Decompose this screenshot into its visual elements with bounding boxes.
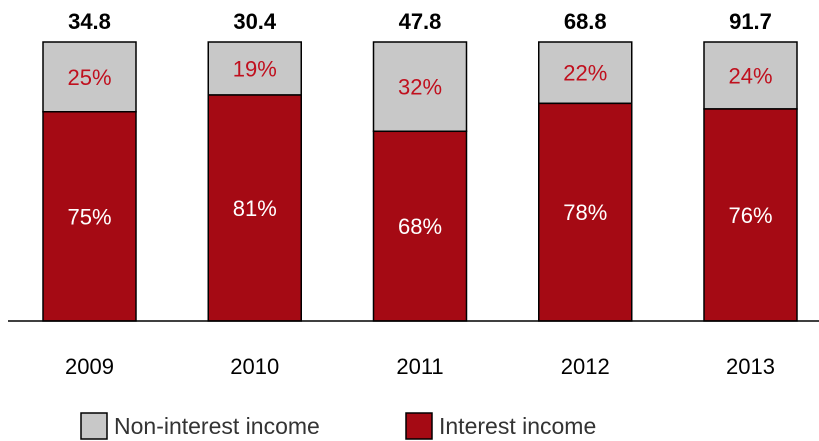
bar-segment-interest-2012: [538, 102, 633, 322]
legend-swatch: [405, 412, 433, 440]
total-value-label: 68.8: [564, 9, 607, 34]
bar-segment-non-interest-2009: [42, 41, 137, 113]
interest-pct-label: 78%: [563, 200, 607, 225]
bar-segment-interest-2009: [42, 111, 137, 322]
bars-group: 25% 75% 19% 81% 32% 68% 22% 78% 24% 76%: [42, 41, 798, 322]
bar-segment-interest-2011: [372, 130, 468, 322]
total-value-label: 30.4: [233, 9, 277, 34]
x-tick-label: 2009: [65, 354, 114, 379]
x-tick-label: 2010: [230, 354, 279, 379]
total-labels-group: 34.8 30.4 47.8 68.8 91.7: [68, 9, 772, 34]
bar-segment-interest-2010: [207, 94, 302, 322]
legend-swatch: [80, 412, 108, 440]
interest-pct-label: 68%: [398, 214, 442, 239]
non-interest-pct-label: 24%: [728, 63, 772, 88]
legend-label: Non-interest income: [114, 413, 320, 439]
x-tick-label: 2013: [726, 354, 775, 379]
interest-pct-label: 76%: [728, 203, 772, 228]
total-value-label: 91.7: [729, 9, 772, 34]
non-interest-pct-label: 22%: [563, 61, 607, 86]
category-labels-group: 2009 2010 2011 2012 2013: [65, 354, 775, 379]
legend-label: Interest income: [439, 413, 596, 439]
non-interest-pct-label: 19%: [233, 57, 277, 82]
x-tick-label: 2011: [396, 354, 443, 379]
total-value-label: 34.8: [68, 9, 111, 34]
non-interest-pct-label: 25%: [67, 65, 111, 90]
total-value-label: 47.8: [399, 9, 442, 34]
legend: Non-interest income Interest income: [80, 412, 596, 440]
non-interest-pct-label: 32%: [398, 75, 442, 100]
interest-pct-label: 75%: [67, 204, 111, 229]
x-tick-label: 2012: [561, 354, 610, 379]
interest-pct-label: 81%: [233, 196, 277, 221]
bar-segment-interest-2013: [703, 108, 798, 322]
